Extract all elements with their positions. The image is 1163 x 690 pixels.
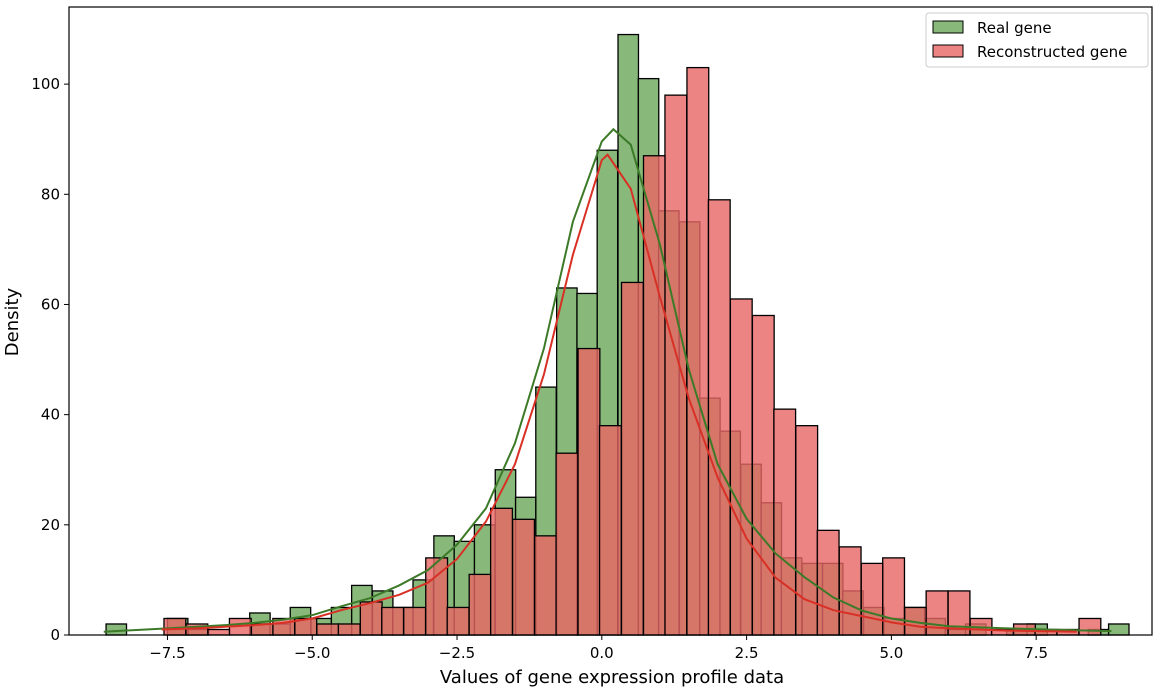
reconstructed-gene-bar-15 — [489, 507, 514, 636]
y-tick-label: 100 — [31, 75, 60, 93]
reconstructed-gene-bar-42 — [1078, 617, 1102, 636]
reconstructed-gene-bar-2 — [207, 628, 231, 636]
reconstructed-gene-bar-16 — [511, 518, 536, 636]
legend-swatch-real-gene — [932, 20, 964, 34]
y-tick-label: 40 — [41, 406, 60, 424]
reconstructed-gene-bar-21 — [620, 281, 644, 636]
legend-label-real-gene: Real gene — [977, 19, 1052, 37]
real-gene-kde-line — [103, 127, 1112, 633]
x-tick-label: 2.5 — [735, 644, 759, 662]
reconstructed-gene-bar-11 — [403, 606, 427, 636]
kde-lines — [103, 127, 1112, 633]
reconstructed-gene-kde-line — [161, 153, 1077, 633]
reconstructed-gene-bar-28 — [773, 408, 797, 636]
reconstructed-gene-bar-7 — [316, 623, 340, 636]
reconstructed-gene-bar-10 — [381, 606, 405, 636]
y-tick-label: 60 — [41, 295, 60, 313]
reconstructed-gene-bar-23 — [664, 94, 688, 636]
reconstructed-gene-bar-8 — [337, 623, 361, 636]
legend-box — [925, 12, 1149, 68]
x-axis-label: Values of gene expression profile data — [440, 667, 784, 688]
reconstructed-gene-bar-26 — [729, 298, 753, 636]
reconstructed-gene-bar-14 — [468, 573, 492, 636]
x-axis: −7.5 −5.0 −2.5 0.0 2.5 5.0 7.5 — [149, 635, 1048, 662]
x-tick-label: 0.0 — [590, 644, 614, 662]
legend-swatch-reconstructed-gene — [932, 44, 964, 58]
reconstructed-gene-bar-32 — [860, 562, 884, 636]
real-gene-bar-0 — [105, 623, 128, 636]
x-tick-label: 7.5 — [1024, 644, 1048, 662]
y-tick-label: 20 — [41, 516, 60, 534]
y-axis: 0 20 40 60 80 100 — [31, 75, 69, 644]
reconstructed-gene-bar-25 — [707, 199, 731, 636]
reconstructed-gene-bars — [163, 66, 1102, 636]
x-tick-label: 5.0 — [879, 644, 903, 662]
reconstructed-gene-bar-9 — [359, 601, 383, 636]
x-tick-label: −5.0 — [294, 644, 330, 662]
real-gene-bar-42 — [1107, 623, 1130, 636]
reconstructed-gene-bar-13 — [446, 606, 470, 636]
reconstructed-gene-bar-19 — [577, 347, 601, 636]
y-axis-label: Density — [2, 287, 23, 356]
reconstructed-gene-bar-30 — [816, 529, 840, 636]
reconstructed-gene-bar-27 — [751, 314, 775, 636]
x-tick-label: −7.5 — [149, 644, 185, 662]
legend-label-reconstructed-gene: Reconstructed gene — [977, 43, 1127, 61]
x-tick-label: −2.5 — [439, 644, 475, 662]
reconstructed-gene-bar-18 — [555, 452, 579, 636]
legend: Real gene Reconstructed gene — [925, 12, 1149, 68]
plot-frame — [68, 6, 1153, 636]
y-tick-label: 80 — [41, 185, 60, 203]
reconstructed-gene-bar-17 — [533, 535, 558, 636]
reconstructed-gene-bar-20 — [598, 425, 622, 636]
y-tick-label: 0 — [50, 626, 60, 644]
reconstructed-gene-bar-24 — [686, 66, 710, 636]
reconstructed-gene-bar-31 — [838, 546, 862, 636]
